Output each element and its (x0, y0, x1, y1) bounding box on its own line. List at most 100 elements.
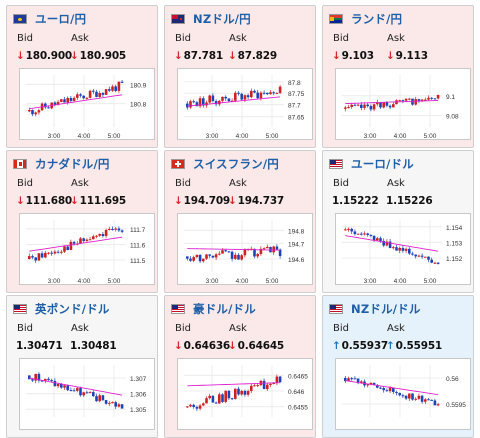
y-tick-label: 194.7 (288, 241, 305, 248)
candle-body (98, 234, 101, 236)
bid-price: 0.64636 (183, 340, 231, 352)
currency-pair-label[interactable]: NZドル/ドル (351, 302, 421, 316)
y-tick-label: 0.5595 (446, 402, 466, 409)
candle-body (218, 394, 221, 404)
candle-body (379, 102, 382, 108)
price-chart[interactable]: 111.7 111.6 111.5 3:00 4:00 5:00 (19, 213, 155, 285)
up-arrow-icon: ↑ (386, 340, 395, 352)
rate-card[interactable]: ユーロ/円 Bid Ask ↓180.900 ↓180.905 180.9 180.8 3:0… (6, 5, 158, 148)
down-arrow-icon: ↓ (16, 50, 25, 62)
price-chart[interactable]: 1.307 1.306 1.305 (19, 358, 155, 430)
currency-pair-label[interactable]: NZドル/円 (193, 12, 251, 26)
y-tick-label: 0.56 (446, 376, 459, 383)
rate-card[interactable]: スイスフラン/円 Bid Ask ↓194.709 ↓194.737 194.8 194.7… (164, 150, 316, 293)
candle-body (414, 254, 417, 257)
card-title[interactable]: NZドル/ドル (329, 301, 421, 317)
price-chart[interactable]: 1.154 1.153 1.152 3:00 4:00 5:00 (335, 213, 471, 285)
x-tick-label: 4:00 (236, 133, 249, 140)
candle-body (230, 100, 234, 102)
card-title[interactable]: スイスフラン/円 (171, 156, 279, 172)
price-chart[interactable]: 0.56 0.5595 (335, 358, 471, 430)
bid-price: 111.680 (25, 195, 73, 207)
candle-body (56, 251, 60, 253)
card-title[interactable]: 英ポンド/ドル (13, 301, 110, 317)
candle-body (366, 233, 369, 235)
candle-body (272, 246, 275, 253)
candlestick-svg: 0.6465 0.646 0.6455 (184, 365, 308, 417)
candle-body (398, 392, 401, 396)
card-title[interactable]: ランド/円 (329, 11, 402, 27)
candle-body (433, 400, 437, 406)
bid-value: ↓87.781 (174, 50, 223, 62)
candle-body (237, 254, 240, 260)
price-chart[interactable]: 87.8 87.75 87.7 87.65 3:00 4:00 5:00 (177, 68, 313, 140)
y-tick-label: 87.75 (288, 91, 305, 98)
currency-pair-label[interactable]: 豪ドル/ドル (193, 302, 256, 316)
candle-body (82, 238, 85, 241)
candle-body (34, 373, 37, 381)
candle-body (28, 109, 31, 112)
candle-body (69, 241, 73, 250)
rate-card[interactable]: ランド/円 Bid Ask ↓9.103 ↓9.113 9.1 9.08 3:00 4:00 5:… (322, 5, 474, 148)
y-tick-label: 87.8 (288, 80, 301, 87)
price-chart[interactable]: 180.9 180.8 3:00 4:00 5:00 (19, 68, 155, 140)
y-tick-label: 9.1 (446, 94, 455, 101)
card-title[interactable]: NZドル/円 (171, 11, 251, 27)
candle-body (31, 109, 34, 115)
currency-pair-label[interactable]: カナダドル/円 (35, 157, 110, 171)
y-tick-label: 87.7 (288, 103, 301, 110)
candle-body (192, 257, 195, 261)
y-tick-label: 0.6465 (288, 373, 308, 380)
price-chart[interactable]: 0.6465 0.646 0.6455 (177, 358, 313, 430)
candle-body (56, 101, 60, 105)
currency-pair-label[interactable]: ユーロ/ドル (351, 157, 414, 171)
candle-body (256, 92, 259, 99)
candle-body (198, 254, 202, 262)
candle-body (404, 248, 408, 251)
rate-card[interactable]: 豪ドル/ドル Bid Ask ↓0.64636 ↓0.64645 0.6465 0.646 0… (164, 295, 316, 438)
candle-body (240, 255, 243, 260)
candle-body (363, 104, 366, 108)
candle-body (347, 107, 350, 109)
candle-body (44, 252, 47, 258)
candle-body (404, 395, 408, 399)
candle-body (278, 376, 282, 383)
x-tick-label: 4:00 (394, 133, 407, 140)
candle-body (186, 256, 189, 259)
price-chart[interactable]: 194.8 194.7 194.6 3:00 4:00 5:00 (177, 213, 313, 285)
price-chart[interactable]: 9.1 9.08 3:00 4:00 5:00 (335, 68, 471, 140)
currency-pair-label[interactable]: ランド/円 (351, 12, 403, 26)
candle-body (120, 230, 124, 232)
ask-price: 180.905 (79, 50, 127, 62)
candle-body (272, 92, 275, 94)
currency-pair-label[interactable]: 英ポンド/ドル (35, 302, 110, 316)
card-title[interactable]: 豪ドル/ドル (171, 301, 256, 317)
rate-card[interactable]: 英ポンド/ドル Bid Ask 1.30471 1.30481 1.307 1.306 1.3… (6, 295, 158, 438)
x-tick-label: 5:00 (266, 133, 279, 140)
card-title[interactable]: ユーロ/ドル (329, 156, 414, 172)
candle-body (433, 98, 437, 100)
candle-body (376, 238, 379, 241)
rate-card[interactable]: カナダドル/円 Bid Ask ↓111.680 ↓111.695 111.7 111.6 1… (6, 150, 158, 293)
candle-body (347, 228, 350, 230)
candle-body (360, 381, 363, 384)
ask-value: ↓111.695 (70, 195, 126, 207)
candle-body (259, 248, 263, 255)
candle-body (401, 395, 405, 397)
candle-body (398, 247, 401, 251)
card-title[interactable]: カナダドル/円 (13, 156, 110, 172)
currency-pair-label[interactable]: ユーロ/円 (35, 12, 87, 26)
candle-body (53, 380, 57, 387)
currency-pair-label[interactable]: スイスフラン/円 (193, 157, 279, 171)
rate-card[interactable]: ユーロ/ドル Bid Ask 1.15222 1.15226 1.154 1.153 1.15… (322, 150, 474, 293)
candle-body (37, 373, 41, 381)
candle-body (79, 238, 82, 244)
y-tick-label: 180.9 (130, 82, 147, 89)
candle-body (392, 247, 395, 249)
rate-card[interactable]: NZドル/ドル Bid Ask ↑0.55937 ↑0.55951 0.56 0.5595 (322, 295, 474, 438)
candle-body (40, 380, 44, 382)
rate-card[interactable]: NZドル/円 Bid Ask ↓87.781 ↓87.829 87.8 87.75 87.7 8… (164, 5, 316, 148)
bid-price: 194.709 (183, 195, 231, 207)
card-title[interactable]: ユーロ/円 (13, 11, 86, 27)
down-arrow-icon: ↓ (174, 340, 183, 352)
